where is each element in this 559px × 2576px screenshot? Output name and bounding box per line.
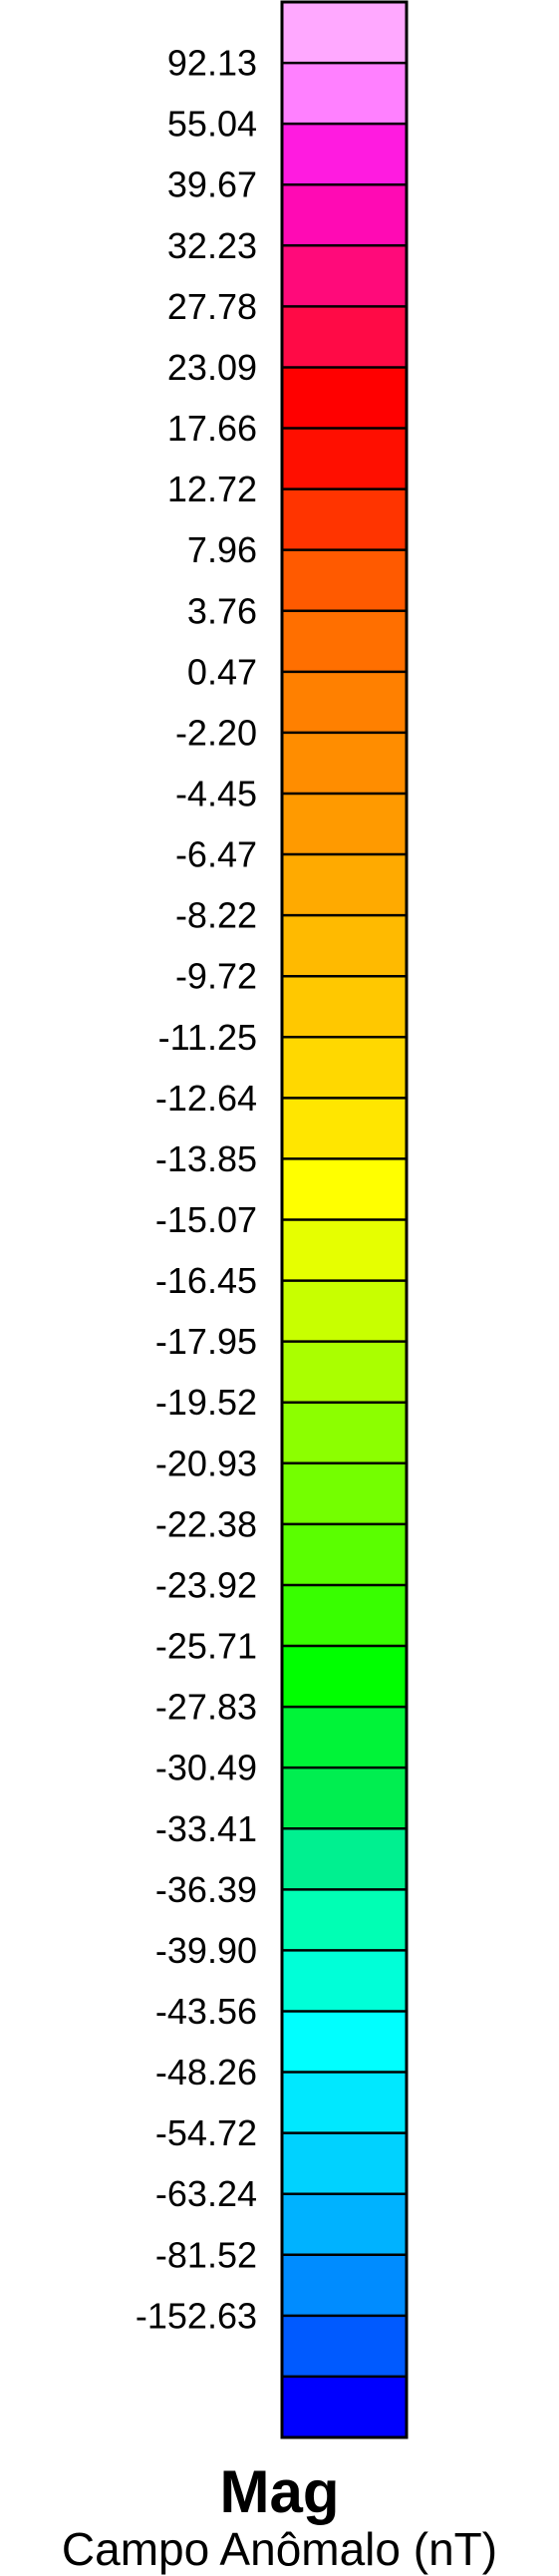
color-segment xyxy=(282,1889,407,1951)
color-segment xyxy=(282,1037,407,1099)
color-segment xyxy=(282,2376,407,2438)
tick-label: -27.83 xyxy=(155,1687,257,1728)
tick-label: -81.52 xyxy=(155,2234,257,2275)
tick-label: 32.23 xyxy=(167,225,257,266)
color-segment xyxy=(282,367,407,430)
color-segment xyxy=(282,1341,407,1404)
color-segment xyxy=(282,976,407,1038)
tick-label: -6.47 xyxy=(175,834,257,875)
color-segment xyxy=(282,854,407,916)
tick-label: -25.71 xyxy=(155,1626,257,1667)
color-segment xyxy=(282,793,407,855)
tick-label: 0.47 xyxy=(187,651,257,692)
color-segment xyxy=(282,2011,407,2074)
tick-label: -43.56 xyxy=(155,1991,257,2032)
tick-label: -15.07 xyxy=(155,1199,257,1240)
color-segment xyxy=(282,1098,407,1159)
tick-label: -48.26 xyxy=(155,2052,257,2093)
color-segment xyxy=(282,306,407,368)
colorbar-border xyxy=(280,0,409,2439)
tick-label: -19.52 xyxy=(155,1382,257,1423)
tick-label: 17.66 xyxy=(167,408,257,449)
tick-label: 92.13 xyxy=(167,43,257,84)
color-segment xyxy=(282,1707,407,1769)
color-segment xyxy=(282,1280,407,1343)
tick-label: -9.72 xyxy=(175,956,257,997)
tick-label: -13.85 xyxy=(155,1138,257,1179)
tick-label: -152.63 xyxy=(136,2295,257,2336)
tick-label: -63.24 xyxy=(155,2173,257,2214)
color-segment xyxy=(282,63,407,125)
color-segment xyxy=(282,1646,407,1708)
color-segment xyxy=(282,1828,407,1890)
tick-label: 27.78 xyxy=(167,286,257,327)
color-segment xyxy=(282,671,407,734)
color-segment xyxy=(282,549,407,612)
tick-label: -20.93 xyxy=(155,1443,257,1483)
tick-label: -17.95 xyxy=(155,1321,257,1362)
tick-label: -22.38 xyxy=(155,1503,257,1544)
color-segment xyxy=(282,488,407,551)
tick-label: -39.90 xyxy=(155,1930,257,1971)
color-segment xyxy=(282,2193,407,2256)
tick-label: 3.76 xyxy=(187,590,257,631)
color-segment xyxy=(282,184,407,246)
color-segment xyxy=(282,124,407,185)
color-segment xyxy=(282,915,407,977)
tick-label: -8.22 xyxy=(175,895,257,936)
tick-label: 39.67 xyxy=(167,164,257,205)
tick-label: -30.49 xyxy=(155,1748,257,1788)
tick-label: -2.20 xyxy=(175,712,257,753)
color-segment xyxy=(282,1219,407,1282)
color-segment xyxy=(282,1584,407,1647)
legend-title: Mag xyxy=(219,2458,340,2525)
color-segment xyxy=(282,1402,407,1464)
tick-label: 55.04 xyxy=(167,104,257,145)
tick-label: -12.64 xyxy=(155,1078,257,1119)
color-segment xyxy=(282,610,407,673)
tick-label: -36.39 xyxy=(155,1869,257,1910)
color-segment xyxy=(282,2254,407,2317)
tick-label: -54.72 xyxy=(155,2112,257,2153)
tick-label: -4.45 xyxy=(175,773,257,813)
tick-label: 23.09 xyxy=(167,347,257,388)
tick-label: -11.25 xyxy=(158,1017,257,1058)
color-segment xyxy=(282,2132,407,2195)
tick-label: -16.45 xyxy=(155,1260,257,1301)
legend-subtitle: Campo Anômalo (nT) xyxy=(61,2523,498,2575)
color-segment xyxy=(282,2,407,64)
color-segment xyxy=(282,1950,407,2012)
color-segment xyxy=(282,2315,407,2378)
color-segment xyxy=(282,2072,407,2134)
colorbar-legend: 92.13 55.04 39.67 32.23 27.78 23.09 17.66 12.72… xyxy=(136,0,409,2439)
tick-label: -33.41 xyxy=(155,1808,257,1849)
tick-label: 7.96 xyxy=(187,529,257,570)
color-segment xyxy=(282,1462,407,1525)
color-segment xyxy=(282,1523,407,1586)
tick-label: -23.92 xyxy=(155,1564,257,1605)
tick-label: 12.72 xyxy=(167,469,257,509)
color-segment xyxy=(282,245,407,307)
color-segment xyxy=(282,732,407,795)
color-segment xyxy=(282,428,407,490)
color-segment xyxy=(282,1158,407,1220)
color-segment xyxy=(282,1768,407,1829)
